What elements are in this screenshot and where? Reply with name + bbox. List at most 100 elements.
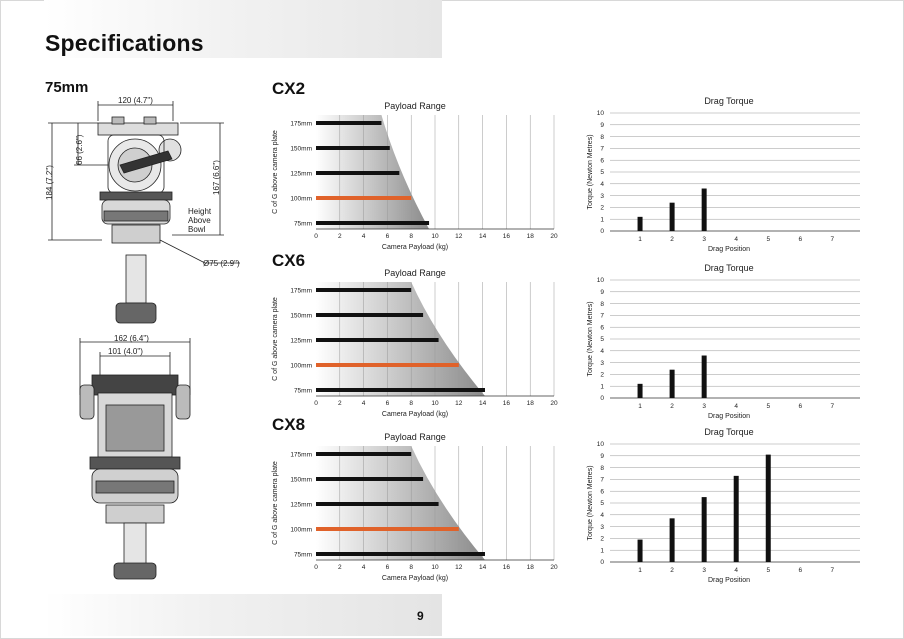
category-label: 100mm (290, 363, 312, 370)
y-tick-label: 8 (600, 301, 604, 308)
payload-bar (316, 477, 424, 481)
x-tick-label: 5 (766, 236, 770, 243)
chart-title: Payload Range (384, 432, 446, 442)
x-tick-label: 4 (362, 400, 366, 407)
payload-bar (316, 221, 430, 225)
y-axis-label: Torque (Newton Metres) (587, 465, 594, 540)
y-tick-label: 5 (600, 169, 604, 176)
x-tick-label: 16 (503, 400, 511, 407)
x-tick-label: 14 (479, 233, 487, 240)
cx8-payload-chart: 0 2 4 6 8 10 12 14 16 18 20 175mm 150mm 125mm 100mm 75m… (272, 432, 558, 582)
y-tick-label: 4 (600, 512, 604, 519)
cx6-payload-chart: 0 2 4 6 8 10 12 14 16 18 20 175mm 150mm 125mm 100mm 75m… (272, 268, 558, 418)
y-tick-label: 1 (600, 383, 604, 390)
model-title-cx6: CX6 (272, 251, 306, 270)
category-label: 175mm (290, 452, 312, 459)
x-tick-label: 20 (550, 400, 558, 407)
y-tick-label: 3 (600, 193, 604, 200)
y-tick-label: 3 (600, 524, 604, 531)
y-tick-label: 0 (600, 395, 604, 402)
category-label: 75mm (294, 388, 312, 395)
x-tick-label: 12 (455, 400, 463, 407)
payload-bar (316, 196, 412, 200)
category-label: 150mm (290, 146, 312, 153)
x-tick-label: 12 (455, 564, 463, 571)
footer-band (44, 594, 442, 636)
payload-bar (316, 552, 485, 556)
x-tick-label: 8 (409, 233, 413, 240)
y-tick-label: 7 (600, 477, 604, 484)
y-tick-label: 2 (600, 536, 604, 543)
x-tick-label: 2 (670, 236, 674, 243)
category-label: 75mm (294, 552, 312, 559)
x-tick-label: 10 (431, 564, 439, 571)
tripod-head-drawing (48, 101, 240, 580)
x-tick-label: 10 (431, 400, 439, 407)
dim-bowl-height: 167 (6.6") (212, 160, 221, 195)
payload-bar (316, 527, 459, 531)
x-tick-label: 8 (409, 564, 413, 571)
dim-bowl-diameter: Ø75 (2.9") (203, 259, 240, 268)
y-tick-label: 3 (600, 360, 604, 367)
x-axis-label: Drag Position (708, 413, 750, 420)
torque-bar (669, 202, 675, 231)
x-tick-label: 0 (314, 564, 318, 571)
y-tick-label: 6 (600, 324, 604, 331)
payload-bar (316, 363, 459, 367)
cx8-drag-torque-chart: 0 1 2 3 4 5 6 7 8 9 10 1 2 3 4 5 6 7 Drag Torque Drag Posit… (587, 427, 860, 584)
category-label: 150mm (290, 313, 312, 320)
x-tick-label: 4 (734, 236, 738, 243)
chart-title: Drag Torque (704, 427, 753, 437)
x-tick-label: 6 (798, 403, 802, 410)
header-band (44, 0, 442, 58)
x-tick-label: 6 (386, 400, 390, 407)
y-axis-label: C of G above camera plate (272, 461, 279, 545)
category-label: 175mm (290, 121, 312, 128)
x-axis-label: Camera Payload (kg) (382, 575, 448, 582)
cx2-payload-chart: 0 2 4 6 8 10 12 14 16 18 20 175mm 150mm 125mm 100mm 75m… (272, 101, 558, 251)
x-tick-label: 1 (638, 236, 642, 243)
payload-bar (316, 121, 382, 125)
model-size-heading: 75mm (45, 79, 89, 96)
x-tick-label: 4 (734, 403, 738, 410)
y-tick-label: 1 (600, 216, 604, 223)
torque-bar (701, 355, 707, 398)
model-title-cx8: CX8 (272, 415, 306, 434)
y-tick-label: 8 (600, 134, 604, 141)
payload-bar (316, 338, 439, 342)
category-label: 125mm (290, 338, 312, 345)
x-tick-label: 18 (527, 564, 535, 571)
torque-bar (637, 383, 643, 398)
torque-bar (733, 475, 739, 562)
y-tick-label: 5 (600, 336, 604, 343)
x-tick-label: 18 (527, 400, 535, 407)
side-view-drawing (48, 101, 240, 324)
x-tick-label: 2 (670, 403, 674, 410)
y-tick-label: 4 (600, 348, 604, 355)
payload-bar (316, 171, 400, 175)
payload-bar (316, 146, 390, 150)
x-tick-label: 6 (386, 564, 390, 571)
payload-bar (316, 313, 424, 317)
payload-bar (316, 502, 439, 506)
x-tick-label: 7 (831, 567, 835, 574)
torque-bar (637, 216, 643, 231)
x-tick-label: 20 (550, 233, 558, 240)
y-tick-label: 2 (600, 372, 604, 379)
x-tick-label: 2 (338, 233, 342, 240)
category-label: 150mm (290, 477, 312, 484)
x-tick-label: 12 (455, 233, 463, 240)
x-axis-label: Camera Payload (kg) (382, 411, 448, 418)
x-tick-label: 1 (638, 403, 642, 410)
dim-plate-height: 66 (2.6") (75, 134, 84, 165)
y-axis-label: C of G above camera plate (272, 130, 279, 214)
x-tick-label: 0 (314, 400, 318, 407)
x-tick-label: 3 (702, 403, 706, 410)
y-tick-label: 1 (600, 547, 604, 554)
dim-top-width: 120 (4.7") (118, 96, 153, 105)
x-tick-label: 7 (831, 403, 835, 410)
x-tick-label: 6 (798, 236, 802, 243)
y-tick-label: 6 (600, 157, 604, 164)
cx6-drag-torque-chart: 0 1 2 3 4 5 6 7 8 9 10 1 2 3 4 5 6 7 Drag Torque Drag Posit… (587, 263, 860, 420)
y-tick-label: 9 (600, 122, 604, 129)
